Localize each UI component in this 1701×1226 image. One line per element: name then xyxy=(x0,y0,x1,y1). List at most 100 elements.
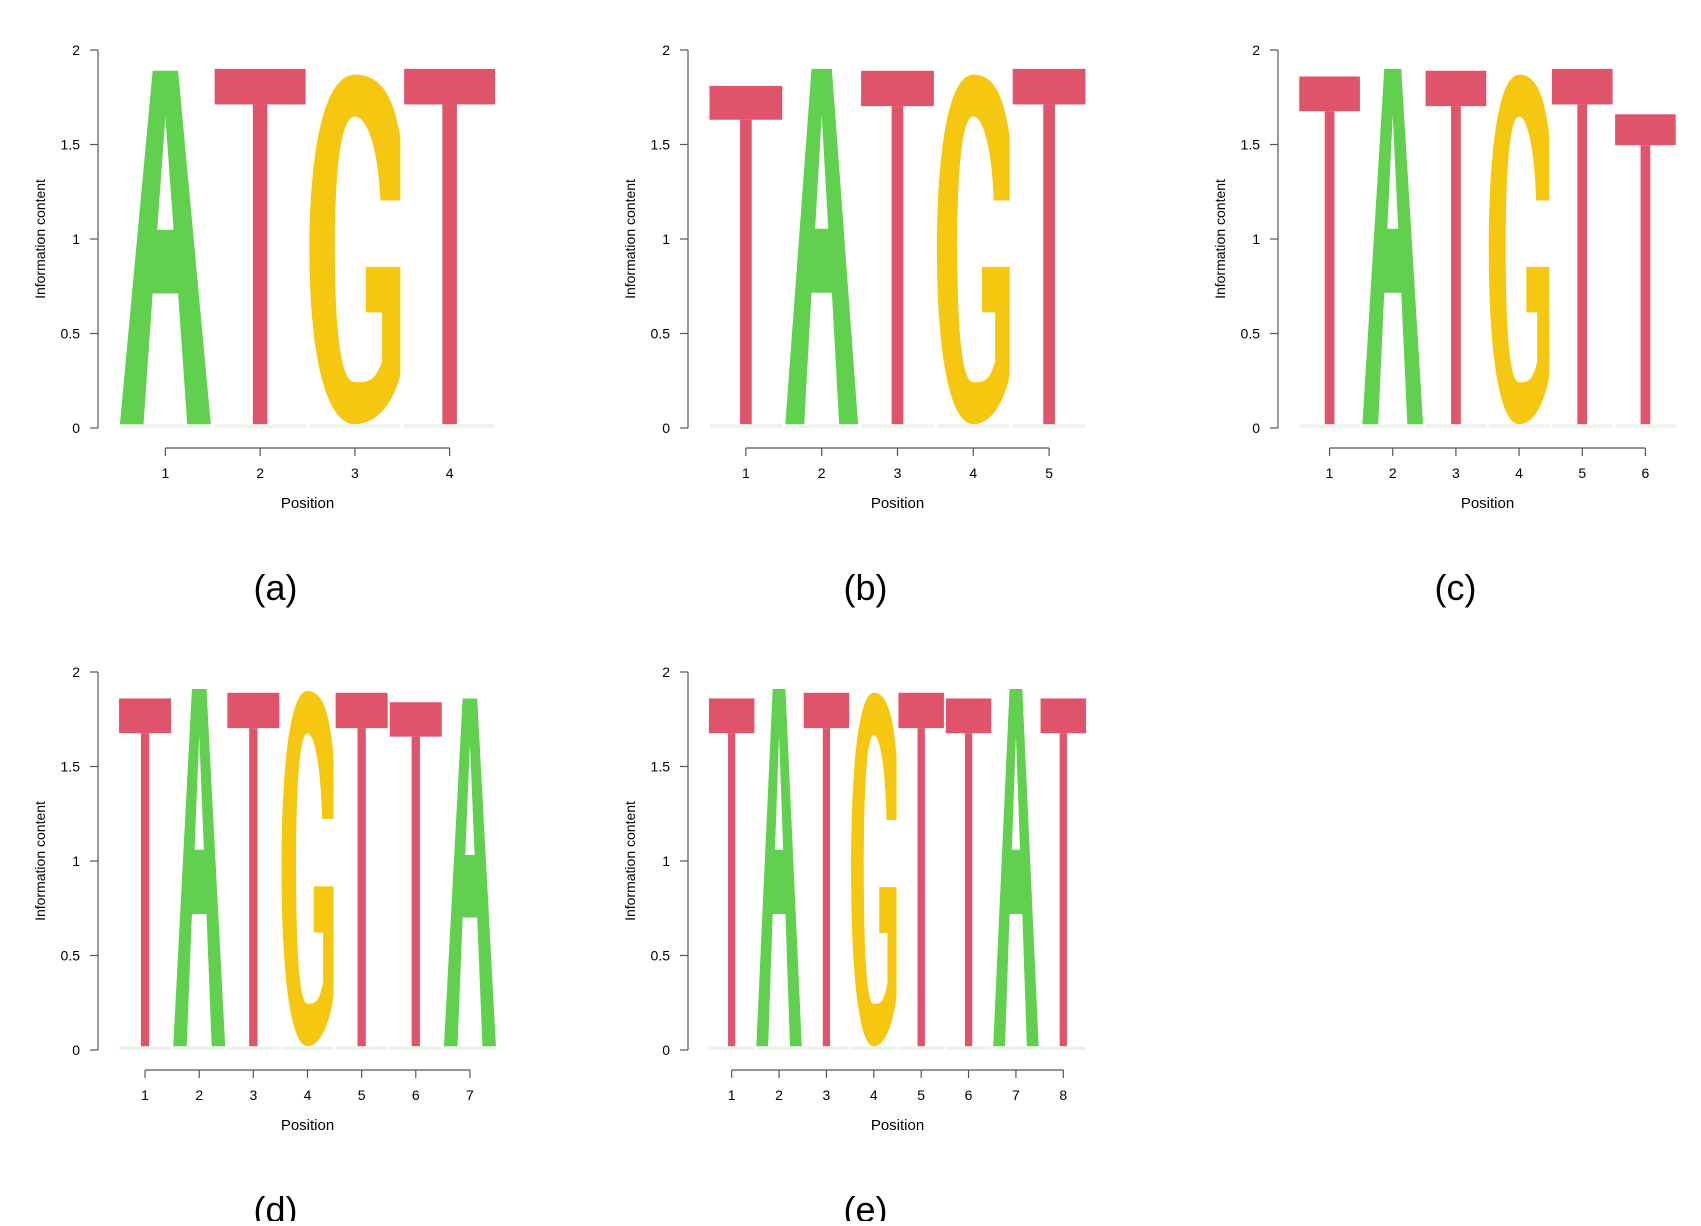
logo-panel-2: 0 0.5 1 1.5 2 Information content 1 2 3 4 5 Positio… xyxy=(622,42,1086,608)
logo-letter-A xyxy=(756,689,802,1047)
logo-letter-G xyxy=(936,74,1010,425)
y-tick-label: 0 xyxy=(662,420,670,436)
residual-band xyxy=(936,424,1010,428)
residual-band xyxy=(1012,424,1086,428)
logo-panel-5: 0 0.5 1 1.5 2 Information content 1 2 3 4 5 6 7 8 Posi… xyxy=(622,664,1087,1226)
panel-label: (b) xyxy=(844,567,888,608)
x-tick-label: 6 xyxy=(1642,465,1650,481)
x-tick-label: 7 xyxy=(1012,1087,1020,1103)
y-tick-label: 1 xyxy=(662,853,670,869)
residual-band xyxy=(443,1046,496,1050)
logo-letter-A xyxy=(993,689,1039,1047)
x-tick-label: 8 xyxy=(1059,1087,1067,1103)
x-axis-label: Position xyxy=(281,1117,334,1134)
residual-band xyxy=(1362,424,1424,428)
x-tick-label: 3 xyxy=(894,465,902,481)
y-axis-label: Information content xyxy=(622,801,638,921)
y-tick-label: 1.5 xyxy=(1241,137,1261,153)
residual-band xyxy=(1425,424,1487,428)
x-tick-label: 5 xyxy=(917,1087,925,1103)
logo-panel-1: 0 0.5 1 1.5 2 Information content 1 2 3 4 Position… xyxy=(32,42,496,608)
logo-letter-A xyxy=(785,68,859,425)
y-axis-label: Information content xyxy=(622,179,638,299)
x-tick-label: 4 xyxy=(446,465,454,481)
y-tick-label: 0.5 xyxy=(651,326,671,342)
y-tick-label: 0.5 xyxy=(61,948,81,964)
x-axis-label: Position xyxy=(871,1117,924,1134)
x-tick-label: 2 xyxy=(256,465,264,481)
residual-band xyxy=(214,424,306,428)
logo-letter-A xyxy=(173,689,226,1047)
x-tick-label: 3 xyxy=(1452,465,1460,481)
y-tick-label: 1.5 xyxy=(651,137,671,153)
y-tick-label: 2 xyxy=(72,664,80,680)
x-axis-label: Position xyxy=(1461,495,1514,512)
x-tick-label: 3 xyxy=(823,1087,831,1103)
x-tick-label: 1 xyxy=(1326,465,1334,481)
panel-label: (c) xyxy=(1435,567,1477,608)
x-axis-label: Position xyxy=(871,495,924,512)
y-tick-label: 0.5 xyxy=(61,326,81,342)
y-tick-label: 1.5 xyxy=(61,137,81,153)
x-tick-label: 1 xyxy=(728,1087,736,1103)
residual-band xyxy=(1299,424,1360,428)
y-tick-label: 0 xyxy=(72,420,80,436)
logo-letter-T xyxy=(119,698,172,1047)
residual-band xyxy=(861,424,934,428)
y-tick-label: 1 xyxy=(72,231,80,247)
residual-band xyxy=(1040,1046,1087,1050)
x-tick-label: 2 xyxy=(775,1087,783,1103)
x-tick-label: 2 xyxy=(818,465,826,481)
x-tick-label: 4 xyxy=(969,465,977,481)
logo-letter-A xyxy=(443,698,496,1047)
logo-letter-G xyxy=(851,692,897,1047)
residual-band xyxy=(756,1046,802,1050)
logo-letter-T xyxy=(227,692,280,1047)
x-tick-label: 4 xyxy=(1515,465,1523,481)
x-tick-label: 6 xyxy=(965,1087,973,1103)
y-tick-label: 1 xyxy=(662,231,670,247)
logo-panel-3: 0 0.5 1 1.5 2 Information content 1 2 3 4 5 6 Positi… xyxy=(1212,42,1676,608)
logo-panel-4: 0 0.5 1 1.5 2 Information content 1 2 3 4 5 6 7 Posit… xyxy=(32,664,496,1226)
x-tick-label: 7 xyxy=(466,1087,474,1103)
y-tick-label: 2 xyxy=(1252,42,1260,58)
logo-letter-T xyxy=(803,692,850,1047)
residual-band xyxy=(1615,424,1676,428)
logo-letter-T xyxy=(404,68,496,425)
y-tick-label: 1 xyxy=(1252,231,1260,247)
y-tick-label: 1.5 xyxy=(61,759,81,775)
x-tick-label: 5 xyxy=(1045,465,1053,481)
x-tick-label: 2 xyxy=(1389,465,1397,481)
y-tick-label: 2 xyxy=(662,42,670,58)
logo-letter-A xyxy=(119,70,211,425)
residual-band xyxy=(993,1046,1039,1050)
residual-band xyxy=(1488,424,1550,428)
residual-band xyxy=(119,1046,172,1050)
residual-band xyxy=(709,424,783,428)
residual-band xyxy=(227,1046,280,1050)
y-tick-label: 0 xyxy=(1252,420,1260,436)
y-axis-label: Information content xyxy=(1212,179,1228,299)
y-tick-label: 0.5 xyxy=(651,948,671,964)
x-tick-label: 1 xyxy=(742,465,750,481)
residual-band xyxy=(404,424,496,428)
y-tick-label: 0 xyxy=(662,1042,670,1058)
y-tick-label: 0 xyxy=(72,1042,80,1058)
x-tick-label: 1 xyxy=(161,465,169,481)
residual-band xyxy=(785,424,859,428)
logo-letter-T xyxy=(335,692,388,1047)
logo-letter-T xyxy=(1299,76,1360,425)
y-tick-label: 1 xyxy=(72,853,80,869)
logo-letter-T xyxy=(214,68,306,425)
x-tick-label: 4 xyxy=(304,1087,312,1103)
residual-band xyxy=(851,1046,897,1050)
logo-letter-T xyxy=(1425,70,1487,425)
logo-letter-G xyxy=(309,74,401,425)
logo-letter-T xyxy=(945,698,992,1047)
y-tick-label: 0.5 xyxy=(1241,326,1261,342)
residual-band xyxy=(335,1046,388,1050)
logo-letter-G xyxy=(281,690,334,1047)
x-tick-label: 3 xyxy=(351,465,359,481)
